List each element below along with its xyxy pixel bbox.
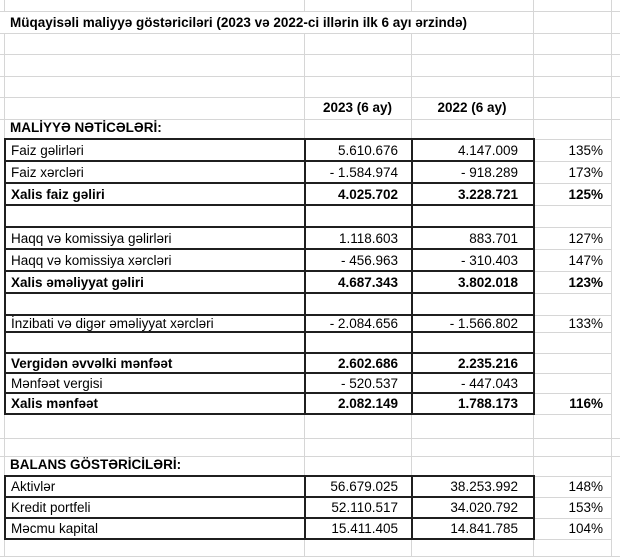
- value-ratio[interactable]: 116%: [534, 392, 612, 415]
- row-label[interactable]: Haqq və komissiya gəlirləri: [4, 226, 306, 250]
- table-row: Faiz xərcləri - 1.584.974 - 918.289 173%: [4, 160, 612, 184]
- value-2023[interactable]: 56.679.025: [304, 475, 413, 498]
- value-2022[interactable]: 38.253.992: [411, 475, 535, 498]
- empty-cell[interactable]: [534, 331, 612, 354]
- table-row: Xalis faiz gəliri 4.025.702 3.228.721 12…: [4, 182, 612, 206]
- value-2023[interactable]: 4.687.343: [304, 270, 413, 294]
- row-label[interactable]: Xalis mənfəət: [4, 392, 306, 415]
- sheet-title[interactable]: Müqayisəli maliyyə göstəriciləri (2023 v…: [4, 12, 475, 33]
- empty-cell[interactable]: [4, 204, 306, 228]
- value-2022[interactable]: - 1.566.802: [411, 314, 535, 333]
- row-label[interactable]: İnzibati və digər əməliyyat xərcləri: [4, 314, 306, 333]
- table-row: Xalis mənfəət 2.082.149 1.788.173 116%: [4, 392, 612, 415]
- value-ratio[interactable]: [534, 372, 612, 394]
- empty-cell[interactable]: [411, 331, 535, 354]
- value-2023[interactable]: - 2.084.656: [304, 314, 413, 333]
- value-2023[interactable]: 4.025.702: [304, 182, 413, 206]
- financial-results-table: Faiz gəlirləri 5.610.676 4.147.009 135% …: [4, 138, 612, 415]
- value-2023[interactable]: - 520.537: [304, 372, 413, 394]
- empty-cell[interactable]: [4, 331, 306, 354]
- value-ratio[interactable]: [534, 352, 612, 374]
- value-ratio[interactable]: 133%: [534, 314, 612, 333]
- column-header-2022[interactable]: 2022 (6 ay): [437, 100, 507, 115]
- value-2022[interactable]: 4.147.009: [411, 138, 535, 162]
- value-ratio[interactable]: 173%: [534, 160, 612, 184]
- table-row: Haqq və komissiya xərcləri - 456.963 - 3…: [4, 248, 612, 272]
- value-2022[interactable]: - 310.403: [411, 248, 535, 272]
- column-header-2023[interactable]: 2023 (6 ay): [322, 100, 393, 115]
- value-2023[interactable]: 2.082.149: [304, 392, 413, 415]
- value-2022[interactable]: 2.235.216: [411, 352, 535, 374]
- table-row: Haqq və komissiya gəlirləri 1.118.603 88…: [4, 226, 612, 250]
- empty-cell[interactable]: [304, 292, 413, 316]
- value-2022[interactable]: 1.788.173: [411, 392, 535, 415]
- row-label[interactable]: Faiz xərcləri: [4, 160, 306, 184]
- value-2022[interactable]: 3.228.721: [411, 182, 535, 206]
- table-row: Xalis əməliyyat gəliri 4.687.343 3.802.0…: [4, 270, 612, 294]
- value-2022[interactable]: - 447.043: [411, 372, 535, 394]
- table-row: Mənfəət vergisi - 520.537 - 447.043: [4, 372, 612, 394]
- row-label[interactable]: Mənfəət vergisi: [4, 372, 306, 394]
- value-2022[interactable]: - 918.289: [411, 160, 535, 184]
- empty-cell[interactable]: [304, 204, 413, 228]
- row-label[interactable]: Faiz gəlirləri: [4, 138, 306, 162]
- section-heading-financial[interactable]: MALİYYƏ NƏTİCƏLƏRİ:: [10, 120, 162, 135]
- table-row-empty: [4, 331, 612, 354]
- value-ratio[interactable]: 104%: [534, 517, 612, 540]
- row-label[interactable]: Xalis əməliyyat gəliri: [4, 270, 306, 294]
- value-ratio[interactable]: 123%: [534, 270, 612, 294]
- section-heading-balance[interactable]: BALANS GÖSTƏRİCİLƏRİ:: [10, 457, 182, 472]
- value-ratio[interactable]: 135%: [534, 138, 612, 162]
- value-2023[interactable]: 1.118.603: [304, 226, 413, 250]
- table-row: İnzibati və digər əməliyyat xərcləri - 2…: [4, 314, 612, 333]
- value-2023[interactable]: 52.110.517: [304, 496, 413, 519]
- value-ratio[interactable]: 147%: [534, 248, 612, 272]
- row-label[interactable]: Vergidən əvvəlki mənfəət: [4, 352, 306, 374]
- empty-cell[interactable]: [534, 204, 612, 228]
- value-2022[interactable]: 34.020.792: [411, 496, 535, 519]
- value-ratio[interactable]: 153%: [534, 496, 612, 519]
- table-row: Kredit portfeli 52.110.517 34.020.792 15…: [4, 496, 612, 519]
- value-2023[interactable]: 2.602.686: [304, 352, 413, 374]
- value-2023[interactable]: - 456.963: [304, 248, 413, 272]
- empty-cell[interactable]: [411, 292, 535, 316]
- value-2023[interactable]: - 1.584.974: [304, 160, 413, 184]
- table-row: Aktivlər 56.679.025 38.253.992 148%: [4, 475, 612, 498]
- empty-cell[interactable]: [304, 331, 413, 354]
- value-2022[interactable]: 883.701: [411, 226, 535, 250]
- row-label[interactable]: Xalis faiz gəliri: [4, 182, 306, 206]
- table-row: Faiz gəlirləri 5.610.676 4.147.009 135%: [4, 138, 612, 162]
- empty-cell[interactable]: [534, 292, 612, 316]
- value-ratio[interactable]: 148%: [534, 475, 612, 498]
- value-2022[interactable]: 14.841.785: [411, 517, 535, 540]
- value-2023[interactable]: 15.411.405: [304, 517, 413, 540]
- table-row-empty: [4, 292, 612, 316]
- row-label[interactable]: Məcmu kapital: [4, 517, 306, 540]
- empty-cell[interactable]: [4, 292, 306, 316]
- value-2023[interactable]: 5.610.676: [304, 138, 413, 162]
- value-ratio[interactable]: 127%: [534, 226, 612, 250]
- table-row-empty: [4, 204, 612, 228]
- table-row: Məcmu kapital 15.411.405 14.841.785 104%: [4, 517, 612, 540]
- value-ratio[interactable]: 125%: [534, 182, 612, 206]
- empty-cell[interactable]: [411, 204, 535, 228]
- balance-indicators-table: Aktivlər 56.679.025 38.253.992 148% Kred…: [4, 475, 612, 540]
- value-2022[interactable]: 3.802.018: [411, 270, 535, 294]
- row-label[interactable]: Kredit portfeli: [4, 496, 306, 519]
- row-label[interactable]: Haqq və komissiya xərcləri: [4, 248, 306, 272]
- table-row: Vergidən əvvəlki mənfəət 2.602.686 2.235…: [4, 352, 612, 374]
- row-label[interactable]: Aktivlər: [4, 475, 306, 498]
